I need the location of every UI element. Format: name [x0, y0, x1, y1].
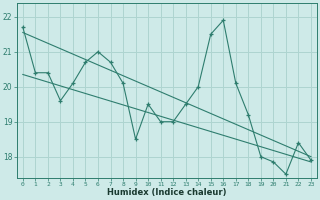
X-axis label: Humidex (Indice chaleur): Humidex (Indice chaleur) [107, 188, 227, 197]
